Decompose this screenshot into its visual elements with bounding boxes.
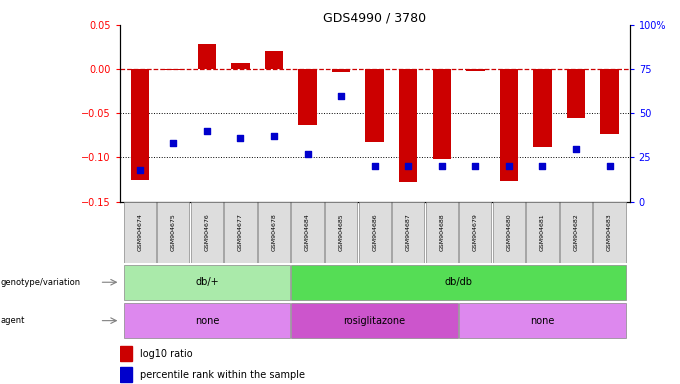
Text: GSM904686: GSM904686: [372, 214, 377, 251]
Text: GSM904684: GSM904684: [305, 214, 310, 251]
Bar: [131, 69, 149, 180]
Text: rosiglitazone: rosiglitazone: [343, 316, 406, 326]
Point: [235, 135, 246, 141]
Point: [604, 163, 615, 169]
Text: db/+: db/+: [195, 277, 219, 287]
Bar: [566, 69, 585, 118]
Text: db/db: db/db: [445, 277, 473, 287]
Bar: [399, 69, 418, 182]
Text: GSM904674: GSM904674: [137, 214, 142, 251]
FancyBboxPatch shape: [292, 265, 626, 300]
Bar: [265, 51, 284, 69]
Bar: [332, 69, 350, 72]
Bar: [500, 69, 518, 181]
FancyBboxPatch shape: [392, 202, 424, 263]
FancyBboxPatch shape: [325, 202, 357, 263]
Text: GSM904680: GSM904680: [507, 214, 511, 251]
Text: GSM904688: GSM904688: [439, 214, 444, 251]
Text: none: none: [530, 316, 555, 326]
Point: [369, 163, 380, 169]
Text: GSM904679: GSM904679: [473, 214, 478, 251]
Text: percentile rank within the sample: percentile rank within the sample: [140, 370, 305, 380]
Bar: [600, 69, 619, 134]
Text: GSM904678: GSM904678: [271, 214, 277, 251]
FancyBboxPatch shape: [526, 202, 558, 263]
Bar: [299, 69, 317, 125]
Point: [269, 133, 279, 139]
Bar: [120, 346, 133, 361]
Point: [302, 151, 313, 157]
Point: [503, 163, 514, 169]
FancyBboxPatch shape: [124, 303, 290, 338]
Bar: [533, 69, 551, 147]
Title: GDS4990 / 3780: GDS4990 / 3780: [323, 12, 426, 25]
Text: GSM904687: GSM904687: [406, 214, 411, 251]
Point: [336, 93, 347, 99]
Text: agent: agent: [1, 316, 25, 325]
Text: genotype/variation: genotype/variation: [1, 278, 81, 287]
FancyBboxPatch shape: [358, 202, 391, 263]
FancyBboxPatch shape: [459, 303, 626, 338]
Text: none: none: [194, 316, 219, 326]
FancyBboxPatch shape: [560, 202, 592, 263]
Bar: [365, 69, 384, 142]
FancyBboxPatch shape: [124, 265, 290, 300]
FancyBboxPatch shape: [224, 202, 256, 263]
Text: GSM904677: GSM904677: [238, 214, 243, 251]
Bar: [432, 69, 451, 159]
Bar: [198, 45, 216, 69]
FancyBboxPatch shape: [258, 202, 290, 263]
Point: [135, 167, 146, 173]
FancyBboxPatch shape: [157, 202, 190, 263]
Bar: [466, 69, 485, 71]
Text: GSM904675: GSM904675: [171, 214, 176, 251]
Point: [537, 163, 548, 169]
Text: GSM904682: GSM904682: [573, 214, 579, 251]
Point: [201, 128, 212, 134]
FancyBboxPatch shape: [292, 303, 458, 338]
Bar: [120, 367, 133, 382]
FancyBboxPatch shape: [493, 202, 525, 263]
FancyBboxPatch shape: [459, 202, 492, 263]
Point: [403, 163, 413, 169]
Text: GSM904685: GSM904685: [339, 214, 343, 251]
FancyBboxPatch shape: [124, 202, 156, 263]
Text: GSM904681: GSM904681: [540, 214, 545, 251]
FancyBboxPatch shape: [191, 202, 223, 263]
Bar: [164, 69, 183, 70]
Text: GSM904676: GSM904676: [205, 214, 209, 251]
Text: GSM904683: GSM904683: [607, 214, 612, 251]
Bar: [231, 63, 250, 69]
Point: [168, 140, 179, 146]
FancyBboxPatch shape: [292, 202, 324, 263]
Point: [571, 146, 581, 152]
FancyBboxPatch shape: [426, 202, 458, 263]
Text: log10 ratio: log10 ratio: [140, 349, 192, 359]
Point: [470, 163, 481, 169]
FancyBboxPatch shape: [594, 202, 626, 263]
Point: [437, 163, 447, 169]
